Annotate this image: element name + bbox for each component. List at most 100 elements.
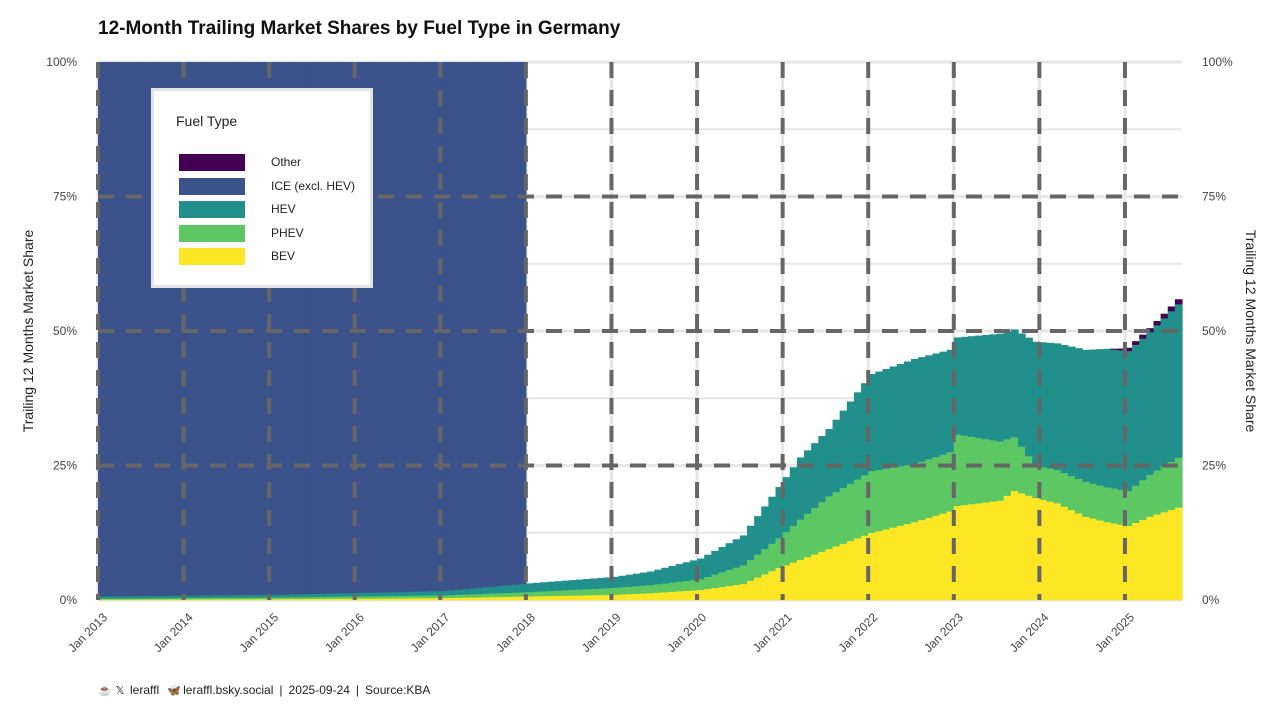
x-tick-label: Jan 2016	[322, 610, 367, 655]
bar-hev	[176, 595, 185, 599]
legend-swatch-ice	[179, 178, 245, 195]
bar-phev	[276, 597, 285, 600]
bar-bev	[711, 587, 720, 601]
bar-hev	[319, 593, 327, 597]
bar-bev	[190, 599, 199, 601]
bar-hev	[918, 357, 926, 462]
bar-ice-excl-hev	[340, 62, 349, 594]
bar-bev	[1089, 518, 1098, 601]
bar-phev	[939, 454, 948, 514]
bar-hev	[119, 596, 128, 599]
bar-bev	[319, 598, 327, 601]
x-tick-label: Jan 2024	[1007, 610, 1052, 655]
bluesky-handle[interactable]: leraffl.bsky.social	[183, 683, 274, 697]
bar-hev	[647, 571, 655, 586]
bar-hev	[846, 401, 855, 484]
bar-phev	[1167, 461, 1176, 511]
bar-phev	[689, 579, 698, 591]
bar-hev	[254, 594, 263, 598]
bar-bev	[233, 599, 242, 601]
bar-phev	[989, 440, 998, 502]
bar-ice-excl-hev	[204, 62, 213, 596]
bar-bev	[611, 594, 620, 601]
bar-bev	[732, 584, 741, 601]
bar-phev	[468, 594, 477, 598]
bar-phev	[155, 598, 163, 600]
bar-hev	[668, 565, 677, 583]
bar-phev	[1124, 490, 1133, 527]
bar-bev	[397, 598, 406, 601]
legend-label-phev: PHEV	[271, 226, 304, 240]
bar-hev	[689, 560, 698, 581]
bar-hev	[112, 596, 120, 599]
bar-ice-excl-hev	[490, 62, 498, 587]
bar-bev	[746, 580, 755, 601]
bar-phev	[212, 597, 220, 600]
bar-phev	[1146, 474, 1155, 517]
bar-bev	[162, 599, 170, 601]
legend-swatch-phev	[179, 225, 245, 242]
bar-ice-excl-hev	[147, 62, 156, 597]
bar-phev	[404, 595, 413, 599]
legend-item-hev: HEV	[179, 201, 369, 219]
bar-ice-excl-hev	[347, 62, 356, 594]
bar-phev	[718, 572, 727, 588]
bar-phev	[183, 597, 192, 600]
bar-phev	[1160, 466, 1169, 513]
bar-phev	[433, 595, 441, 599]
y-tick-label-right: 25%	[1202, 459, 1226, 473]
bar-hev	[361, 592, 370, 597]
bar-other	[1153, 320, 1162, 326]
bar-hev	[226, 595, 235, 598]
bar-ice-excl-hev	[447, 62, 456, 591]
bar-bev	[376, 598, 384, 601]
bar-hev	[811, 443, 819, 509]
bar-phev	[704, 576, 712, 590]
footer-separator: |	[355, 683, 360, 697]
bar-bev	[861, 535, 869, 601]
bar-other	[1174, 299, 1183, 305]
bar-hev	[711, 550, 720, 575]
bar-phev	[1010, 436, 1019, 492]
x-tick-label: Jan 2018	[493, 610, 538, 655]
bar-hev	[946, 349, 955, 453]
bar-hev	[775, 487, 784, 539]
bar-hev	[276, 594, 285, 598]
bar-bev	[1032, 497, 1040, 601]
bar-ice-excl-hev	[226, 62, 235, 596]
bar-ice-excl-hev	[140, 62, 149, 597]
bar-bev	[1110, 523, 1119, 601]
bar-phev	[968, 436, 976, 505]
bar-ice-excl-hev	[361, 62, 370, 593]
bar-bev	[1103, 521, 1112, 601]
bar-phev	[746, 559, 755, 581]
bar-hev	[440, 590, 449, 596]
bar-hev	[882, 369, 891, 469]
bar-bev	[1025, 495, 1033, 601]
bar-bev	[440, 597, 449, 601]
bar-phev	[982, 438, 991, 503]
bar-bev	[554, 595, 563, 601]
bar-phev	[725, 569, 734, 587]
bar-bev	[661, 592, 670, 601]
bar-bev	[739, 583, 748, 601]
bar-bev	[540, 595, 548, 601]
bar-bev	[383, 598, 391, 601]
bar-phev	[647, 584, 655, 594]
x-tick-label: Jan 2013	[65, 610, 110, 655]
bar-hev	[1146, 332, 1155, 475]
bar-bev	[1174, 507, 1183, 601]
bar-hev	[625, 574, 634, 587]
bar-bev	[975, 503, 983, 601]
bar-hev	[376, 592, 384, 597]
bar-ice-excl-hev	[433, 62, 441, 592]
bar-hev	[604, 577, 613, 589]
twitter-handle[interactable]: leraffl	[130, 683, 160, 697]
bar-hev	[896, 363, 905, 467]
bar-phev	[140, 598, 149, 600]
bar-phev	[340, 596, 349, 599]
bar-hev	[1010, 329, 1019, 438]
bar-phev	[918, 461, 926, 521]
bar-hev	[140, 595, 149, 599]
y-tick-label-left: 100%	[46, 55, 77, 69]
